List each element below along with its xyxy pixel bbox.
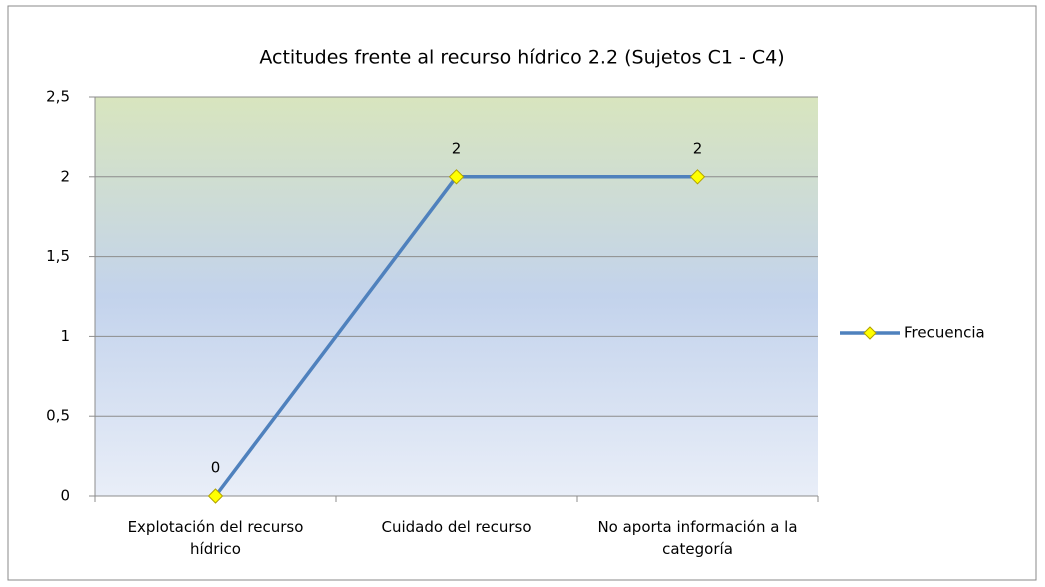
y-tick-label: 2	[60, 167, 70, 185]
x-tick-label: Explotación del recurso hídrico	[127, 518, 304, 558]
x-tick-label: No aporta información a la categoría	[597, 518, 798, 558]
legend-label: Frecuencia	[904, 324, 985, 342]
legend-marker	[863, 326, 877, 340]
y-tick-label: 2,5	[46, 88, 70, 106]
data-label: 2	[693, 139, 703, 157]
data-label: 0	[211, 459, 221, 477]
x-tick-label: Cuidado del recurso	[381, 518, 532, 536]
y-tick-label: 1,5	[46, 247, 70, 265]
marker	[689, 169, 706, 185]
marker	[448, 169, 465, 185]
y-tick-label: 0,5	[46, 407, 70, 425]
marker	[207, 488, 224, 504]
chart-title: Actitudes frente al recurso hídrico 2.2 …	[259, 47, 784, 69]
data-label: 2	[452, 139, 462, 157]
y-tick-label: 0	[60, 487, 70, 505]
y-tick-label: 1	[60, 327, 70, 345]
plot-area	[95, 97, 818, 496]
